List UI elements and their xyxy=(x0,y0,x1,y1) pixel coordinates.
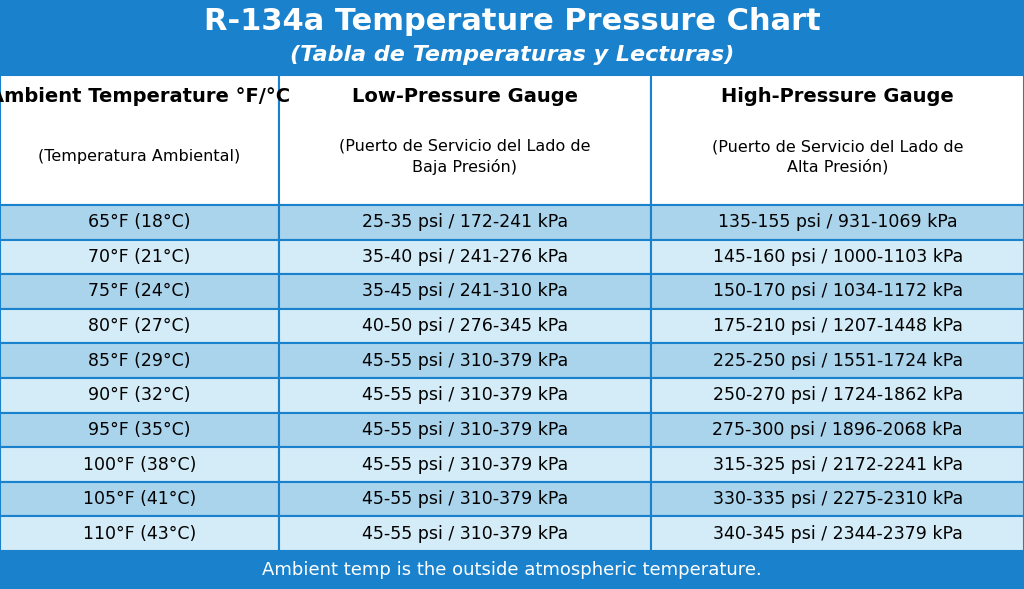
Bar xyxy=(651,447,1024,482)
Text: 100°F (38°C): 100°F (38°C) xyxy=(83,455,196,474)
Bar xyxy=(279,205,651,240)
Text: 95°F (35°C): 95°F (35°C) xyxy=(88,421,190,439)
Bar xyxy=(651,205,1024,240)
Bar xyxy=(651,75,1024,205)
Text: 35-45 psi / 241-310 kPa: 35-45 psi / 241-310 kPa xyxy=(361,283,568,300)
Bar xyxy=(279,75,651,205)
Text: (Puerto de Servicio del Lado de
Alta Presión): (Puerto de Servicio del Lado de Alta Pre… xyxy=(712,139,964,175)
Bar xyxy=(651,413,1024,447)
Bar xyxy=(279,378,651,413)
Bar xyxy=(651,517,1024,551)
Text: 135-155 psi / 931-1069 kPa: 135-155 psi / 931-1069 kPa xyxy=(718,213,957,231)
Bar xyxy=(0,75,279,205)
Text: 145-160 psi / 1000-1103 kPa: 145-160 psi / 1000-1103 kPa xyxy=(713,248,963,266)
Text: 75°F (24°C): 75°F (24°C) xyxy=(88,283,190,300)
Text: Ambient temp is the outside atmospheric temperature.: Ambient temp is the outside atmospheric … xyxy=(262,561,762,579)
Text: Ambient Temperature °F/°C: Ambient Temperature °F/°C xyxy=(0,88,290,107)
Text: (Temperatura Ambiental): (Temperatura Ambiental) xyxy=(38,150,241,164)
Text: (Tabla de Temperaturas y Lecturas): (Tabla de Temperaturas y Lecturas) xyxy=(290,45,734,65)
Bar xyxy=(0,343,279,378)
Bar xyxy=(651,378,1024,413)
Bar xyxy=(279,240,651,274)
Text: 25-35 psi / 172-241 kPa: 25-35 psi / 172-241 kPa xyxy=(361,213,568,231)
Text: Low-Pressure Gauge: Low-Pressure Gauge xyxy=(352,88,578,107)
Bar xyxy=(279,482,651,517)
Text: 150-170 psi / 1034-1172 kPa: 150-170 psi / 1034-1172 kPa xyxy=(713,283,963,300)
Text: 45-55 psi / 310-379 kPa: 45-55 psi / 310-379 kPa xyxy=(361,455,568,474)
Text: 225-250 psi / 1551-1724 kPa: 225-250 psi / 1551-1724 kPa xyxy=(713,352,963,370)
Bar xyxy=(0,447,279,482)
Text: 330-335 psi / 2275-2310 kPa: 330-335 psi / 2275-2310 kPa xyxy=(713,490,963,508)
Bar xyxy=(279,447,651,482)
Text: R-134a Temperature Pressure Chart: R-134a Temperature Pressure Chart xyxy=(204,8,820,37)
Text: 70°F (21°C): 70°F (21°C) xyxy=(88,248,190,266)
Bar xyxy=(279,413,651,447)
Text: 85°F (29°C): 85°F (29°C) xyxy=(88,352,190,370)
Text: 105°F (41°C): 105°F (41°C) xyxy=(83,490,196,508)
Text: 250-270 psi / 1724-1862 kPa: 250-270 psi / 1724-1862 kPa xyxy=(713,386,963,404)
Bar xyxy=(651,240,1024,274)
Text: 45-55 psi / 310-379 kPa: 45-55 psi / 310-379 kPa xyxy=(361,490,568,508)
Bar xyxy=(0,309,279,343)
Text: 175-210 psi / 1207-1448 kPa: 175-210 psi / 1207-1448 kPa xyxy=(713,317,963,335)
Text: 40-50 psi / 276-345 kPa: 40-50 psi / 276-345 kPa xyxy=(361,317,568,335)
Text: 275-300 psi / 1896-2068 kPa: 275-300 psi / 1896-2068 kPa xyxy=(713,421,963,439)
Bar xyxy=(651,309,1024,343)
Text: 80°F (27°C): 80°F (27°C) xyxy=(88,317,190,335)
Bar xyxy=(0,274,279,309)
Text: High-Pressure Gauge: High-Pressure Gauge xyxy=(721,88,954,107)
Bar xyxy=(651,482,1024,517)
Text: 340-345 psi / 2344-2379 kPa: 340-345 psi / 2344-2379 kPa xyxy=(713,525,963,542)
Bar xyxy=(0,517,279,551)
Bar xyxy=(0,240,279,274)
Text: (Puerto de Servicio del Lado de
Baja Presión): (Puerto de Servicio del Lado de Baja Pre… xyxy=(339,139,591,175)
Text: 45-55 psi / 310-379 kPa: 45-55 psi / 310-379 kPa xyxy=(361,525,568,542)
Text: 45-55 psi / 310-379 kPa: 45-55 psi / 310-379 kPa xyxy=(361,421,568,439)
Text: 65°F (18°C): 65°F (18°C) xyxy=(88,213,190,231)
Text: 35-40 psi / 241-276 kPa: 35-40 psi / 241-276 kPa xyxy=(361,248,568,266)
Text: 315-325 psi / 2172-2241 kPa: 315-325 psi / 2172-2241 kPa xyxy=(713,455,963,474)
Bar xyxy=(651,274,1024,309)
Bar xyxy=(279,343,651,378)
Bar xyxy=(279,517,651,551)
Bar xyxy=(0,378,279,413)
Text: 45-55 psi / 310-379 kPa: 45-55 psi / 310-379 kPa xyxy=(361,386,568,404)
Bar xyxy=(0,413,279,447)
Bar xyxy=(279,309,651,343)
Text: 45-55 psi / 310-379 kPa: 45-55 psi / 310-379 kPa xyxy=(361,352,568,370)
Bar xyxy=(651,343,1024,378)
Bar xyxy=(0,205,279,240)
Bar xyxy=(279,274,651,309)
Text: 90°F (32°C): 90°F (32°C) xyxy=(88,386,190,404)
Bar xyxy=(0,482,279,517)
Text: 110°F (43°C): 110°F (43°C) xyxy=(83,525,196,542)
